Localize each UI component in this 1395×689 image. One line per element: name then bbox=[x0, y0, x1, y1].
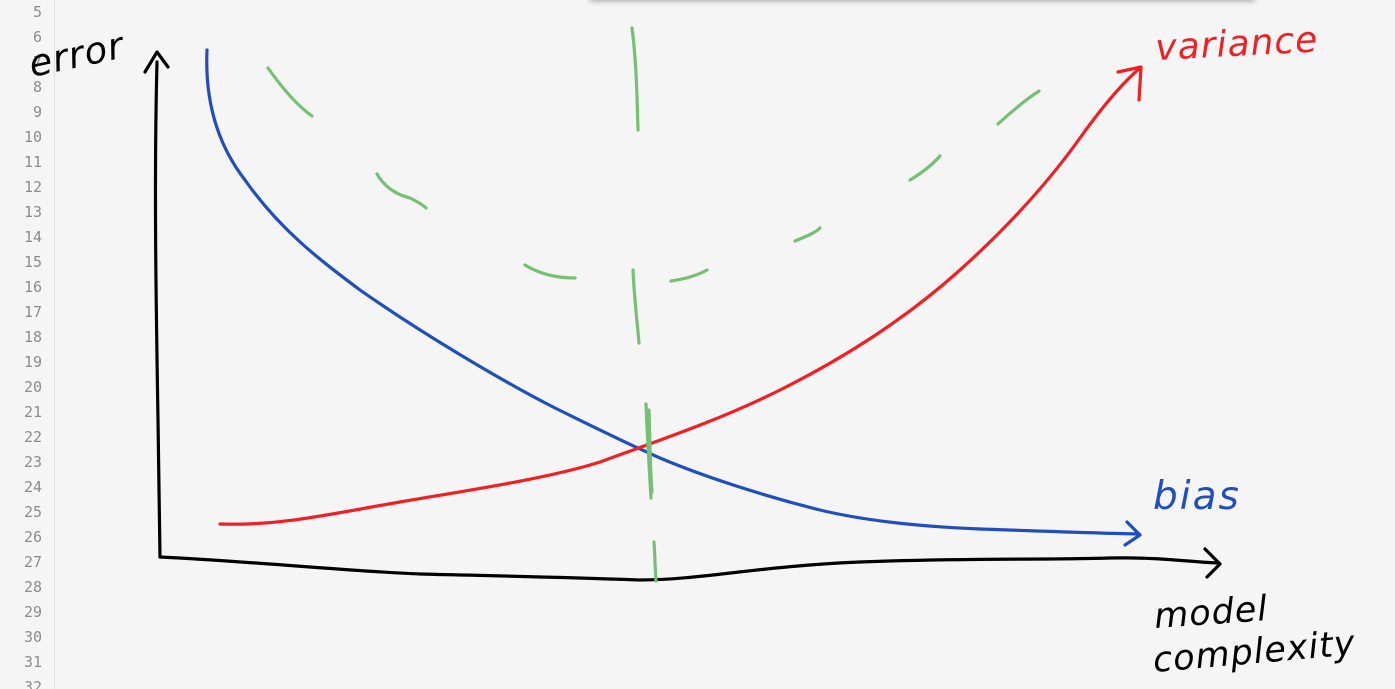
line-number: 7 bbox=[32, 53, 42, 71]
y-axis bbox=[153, 60, 162, 559]
line-number: 21 bbox=[23, 403, 42, 421]
line-number: 17 bbox=[23, 303, 42, 321]
total-error-dash bbox=[669, 268, 709, 283]
total-error-dash bbox=[523, 263, 577, 280]
line-number: 9 bbox=[32, 103, 42, 121]
total-error-dash bbox=[996, 89, 1041, 126]
line-number: 18 bbox=[23, 328, 42, 346]
line-number: 19 bbox=[23, 353, 42, 371]
x-axis-label-line1: model bbox=[1153, 589, 1269, 637]
line-number: 10 bbox=[23, 128, 42, 146]
variance-curve bbox=[218, 66, 1142, 526]
optimum-line-dash bbox=[644, 402, 654, 500]
line-number: 32 bbox=[23, 678, 42, 689]
line-number: 30 bbox=[23, 628, 42, 646]
line-number: 24 bbox=[23, 478, 42, 496]
line-number: 23 bbox=[23, 453, 42, 471]
bias-arrowhead bbox=[1123, 520, 1142, 547]
y-axis-arrowhead bbox=[143, 50, 170, 74]
variance-arrowhead bbox=[1116, 65, 1143, 102]
optimum-line-dash bbox=[630, 26, 640, 132]
line-number: 31 bbox=[23, 653, 42, 671]
line-number: 8 bbox=[32, 78, 42, 96]
line-number: 6 bbox=[32, 28, 42, 46]
line-number: 16 bbox=[23, 278, 42, 296]
y-axis-label: error bbox=[25, 23, 130, 85]
variance-label: variance bbox=[1154, 20, 1319, 69]
line-number: 15 bbox=[23, 253, 42, 271]
x-axis-arrowhead bbox=[1203, 547, 1222, 579]
total-error-dash bbox=[908, 154, 942, 182]
line-number: 28 bbox=[23, 578, 42, 596]
optimum-line-dash bbox=[652, 540, 658, 583]
line-number: 11 bbox=[23, 153, 42, 171]
bias-label: bias bbox=[1153, 474, 1241, 519]
line-number: 29 bbox=[23, 603, 42, 621]
line-number: 20 bbox=[23, 378, 42, 396]
bias-curve bbox=[205, 48, 1140, 536]
line-number: 14 bbox=[23, 228, 42, 246]
total-error-dash bbox=[266, 66, 314, 118]
line-number: 26 bbox=[23, 528, 42, 546]
line-number: 12 bbox=[23, 178, 42, 196]
optimum-line-dash bbox=[631, 268, 641, 345]
line-number: 22 bbox=[23, 428, 42, 446]
x-axis bbox=[158, 555, 1221, 582]
total-error-dash bbox=[375, 172, 428, 210]
line-number-gutter: 5 6 7 8 9 10 11 12 13 14 15 16 17 18 19 … bbox=[0, 0, 55, 689]
line-number: 5 bbox=[32, 3, 42, 21]
line-number: 25 bbox=[23, 503, 42, 521]
total-error-dash bbox=[793, 226, 822, 243]
line-number: 13 bbox=[23, 203, 42, 221]
line-number: 27 bbox=[23, 553, 42, 571]
